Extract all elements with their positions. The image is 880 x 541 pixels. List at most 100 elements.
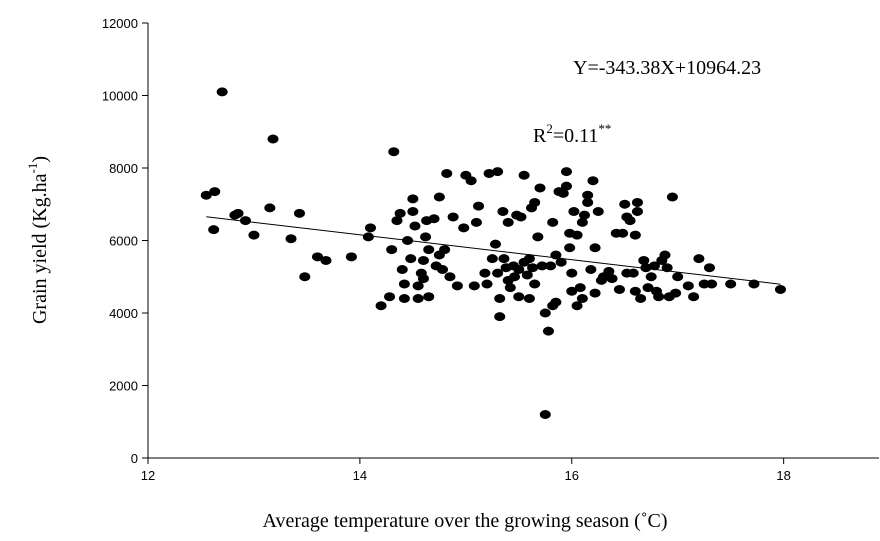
point [447,212,459,222]
point [502,217,514,227]
point [648,261,660,271]
point [672,272,684,282]
point [320,255,332,265]
y-tick-label: 2000 [109,379,138,394]
point [629,286,641,296]
y-label-part: ) [29,156,51,163]
point [267,134,279,144]
point [264,203,276,213]
point [523,294,535,303]
point [513,292,525,302]
point [568,207,580,216]
point [423,245,435,255]
point [606,274,618,284]
point [479,268,491,278]
point [375,301,387,311]
point [492,268,504,278]
point [627,268,639,278]
point [239,216,251,226]
point [492,167,504,177]
point [209,187,221,197]
x-tick-label: 18 [776,468,790,483]
point [470,217,482,227]
point [706,279,718,289]
y-label-part: Grain yield (Kg.ha [29,173,51,324]
point [587,176,599,186]
point [468,281,480,291]
point [509,272,521,282]
point [534,183,546,193]
point [232,208,244,218]
point [532,232,544,242]
point [585,265,597,274]
y-tick-label: 12000 [102,16,138,31]
point [582,197,594,207]
point [423,292,435,302]
y-tick-label: 8000 [109,161,138,176]
point [574,283,586,293]
point [345,252,357,262]
point [571,230,583,240]
r-squared-part: 2 [546,121,553,136]
point [560,167,572,177]
point [216,87,228,97]
point [539,410,551,419]
point [444,272,456,282]
point [539,308,551,318]
point [645,272,657,282]
point [661,263,673,273]
point [428,214,440,224]
point [631,207,643,216]
point [433,192,445,202]
point [589,288,601,298]
point [631,197,643,207]
r-squared: R2=0.11** [533,121,611,147]
point [451,281,463,291]
point [725,279,737,289]
point [481,279,493,289]
point [613,284,625,294]
y-tick-label: 10000 [102,89,138,104]
point [494,294,506,303]
point [489,239,501,249]
point [437,265,449,274]
point [523,254,535,264]
point [248,230,260,240]
point [536,261,548,271]
point [617,228,629,238]
point [504,283,516,293]
point [545,261,557,271]
point [653,292,665,302]
point [391,216,403,226]
y-tick-label: 0 [131,451,138,466]
point [412,294,424,303]
r-squared-part: ** [598,121,611,136]
point [564,243,576,253]
point [592,207,604,216]
r-squared-part: R [533,125,547,147]
point [293,208,305,218]
point [439,245,451,255]
x-tick-label: 16 [565,468,579,483]
point [364,223,376,233]
point [582,190,594,200]
r-squared-part: =0.11 [553,125,599,147]
point [682,281,694,291]
point [473,201,485,211]
point [576,217,588,227]
point [619,199,631,209]
point [441,168,453,178]
point [557,188,569,198]
x-tick-label: 12 [141,468,155,483]
point [529,279,541,289]
point [659,250,671,260]
y-axis-label: Grain yield (Kg.ha-1) [25,156,51,324]
point [409,221,421,231]
point [578,210,590,220]
point [200,190,212,200]
point [555,257,567,267]
point [388,147,400,157]
point [417,274,429,284]
point [566,286,578,296]
